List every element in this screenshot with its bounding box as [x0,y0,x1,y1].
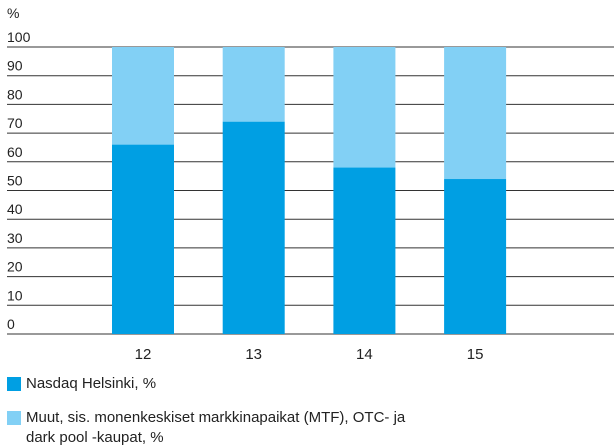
x-tick-label: 14 [356,346,373,363]
legend-label: Muut, sis. monenkeskiset markkinapaikat … [26,409,406,445]
bar-segment [444,179,507,334]
y-tick-label: 20 [7,259,23,275]
y-tick-label: 60 [7,144,23,160]
x-tick-label: 15 [467,346,484,363]
bar-segment [333,167,396,334]
y-tick-label: 0 [7,316,15,332]
legend-item: Muut, sis. monenkeskiset markkinapaikat … [7,408,406,445]
y-tick-label: 80 [7,86,23,102]
bar-segment [222,47,285,122]
y-tick-label: 70 [7,115,23,131]
x-tick-label: 12 [135,346,152,363]
bar-segment [222,121,285,335]
y-tick-label: 100 [7,29,31,45]
y-tick-label: 10 [7,287,23,303]
bar-segment [112,144,174,334]
legend-swatch [7,411,21,425]
bar-segment [112,47,174,145]
bar-segment [333,47,396,168]
y-tick-label: 50 [7,173,23,189]
legend-item: Nasdaq Helsinki, % [7,374,156,394]
legend-label: Nasdaq Helsinki, % [26,375,157,392]
y-tick-label: 30 [7,230,23,246]
y-unit-label: % [7,5,19,21]
bar-segment [444,47,507,180]
y-tick-label: 90 [7,58,23,74]
y-tick-label: 40 [7,201,23,217]
x-tick-label: 13 [245,346,262,363]
legend-swatch [7,377,21,391]
